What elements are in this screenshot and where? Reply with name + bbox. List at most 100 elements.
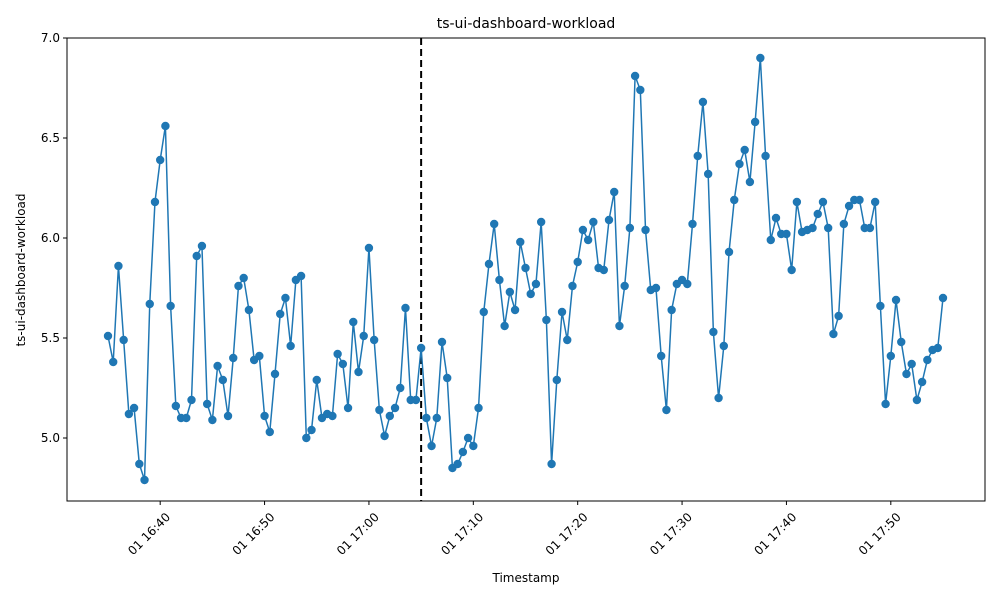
data-point-87 — [557, 307, 567, 317]
data-point-122 — [740, 145, 749, 155]
x-tick-label: 01 16:40 — [125, 510, 173, 558]
x-axis-title: Timestamp — [492, 571, 560, 585]
data-point-81 — [526, 289, 535, 299]
x-tick-label: 01 17:30 — [647, 510, 695, 558]
data-point-62 — [427, 441, 436, 451]
data-point-5 — [129, 403, 139, 413]
data-point-146 — [865, 223, 875, 233]
data-point-102 — [636, 85, 645, 95]
data-point-59 — [411, 395, 421, 405]
x-tick-label: 01 17:20 — [543, 510, 591, 558]
data-point-90 — [573, 257, 582, 267]
data-point-147 — [870, 197, 880, 207]
data-point-111 — [683, 279, 692, 289]
data-point-63 — [432, 413, 441, 423]
data-point-17 — [192, 251, 201, 261]
data-point-76 — [500, 321, 509, 331]
data-point-51 — [369, 335, 379, 345]
data-point-70 — [469, 441, 478, 451]
data-point-150 — [886, 351, 896, 361]
x-axis: 01 16:40 01 16:50 01 17:00 01 17:10 01 17:20… — [125, 501, 904, 558]
data-point-39 — [307, 425, 316, 435]
data-point-40 — [312, 375, 321, 385]
data-point-97 — [610, 187, 619, 197]
data-point-112 — [688, 219, 697, 229]
data-point-125 — [756, 53, 765, 63]
data-point-4 — [124, 409, 134, 419]
data-point-1 — [109, 357, 118, 367]
data-point-154 — [907, 359, 916, 369]
data-point-29 — [255, 351, 264, 361]
data-point-91 — [578, 225, 588, 235]
data-point-45 — [338, 359, 348, 369]
data-point-160 — [938, 293, 948, 303]
data-point-128 — [771, 213, 781, 223]
data-point-69 — [463, 433, 473, 443]
data-point-137 — [818, 197, 828, 207]
data-point-79 — [516, 237, 525, 247]
x-tick-label: 01 17:00 — [334, 510, 382, 558]
data-point-52 — [375, 405, 384, 415]
data-point-131 — [787, 265, 796, 275]
data-point-38 — [302, 433, 311, 443]
data-point-115 — [703, 169, 713, 179]
data-point-148 — [876, 301, 885, 311]
data-point-22 — [218, 375, 228, 385]
data-point-103 — [641, 225, 650, 235]
data-point-48 — [354, 367, 363, 377]
data-point-44 — [333, 349, 342, 359]
y-axis-title: ts-ui-dashboard-workload — [14, 193, 28, 346]
data-point-114 — [698, 97, 708, 107]
data-point-8 — [145, 299, 154, 309]
data-point-72 — [479, 307, 488, 317]
y-tick-label: 6.5 — [41, 131, 60, 145]
data-point-13 — [171, 401, 181, 411]
data-point-3 — [119, 335, 128, 345]
data-point-20 — [208, 415, 217, 425]
data-point-34 — [281, 293, 290, 303]
data-point-31 — [265, 427, 274, 437]
data-point-16 — [187, 395, 196, 405]
data-point-55 — [390, 403, 400, 413]
x-tick-label: 01 17:50 — [856, 510, 904, 558]
data-point-99 — [620, 281, 629, 291]
data-point-89 — [568, 281, 577, 291]
data-point-151 — [891, 295, 901, 305]
data-point-60 — [416, 343, 426, 353]
x-tick-label: 01 16:50 — [230, 510, 278, 558]
data-point-142 — [844, 201, 854, 211]
data-point-78 — [510, 305, 520, 315]
data-point-24 — [229, 353, 238, 363]
plot-area-frame — [66, 37, 986, 502]
data-point-19 — [202, 399, 212, 409]
data-point-37 — [296, 271, 306, 281]
data-point-25 — [234, 281, 243, 291]
data-point-100 — [625, 223, 635, 233]
data-point-53 — [380, 431, 389, 441]
data-point-121 — [735, 159, 744, 169]
data-point-135 — [808, 223, 817, 233]
data-point-56 — [396, 383, 405, 393]
data-point-65 — [443, 373, 452, 383]
x-tick-label: 01 17:10 — [438, 510, 486, 558]
data-point-85 — [547, 459, 556, 469]
data-point-26 — [239, 273, 248, 283]
data-point-23 — [223, 411, 233, 421]
data-point-18 — [197, 241, 207, 251]
data-point-138 — [823, 223, 833, 233]
y-tick-label: 6.0 — [41, 231, 60, 245]
series-points — [103, 53, 948, 485]
data-point-105 — [651, 283, 661, 293]
data-point-88 — [563, 335, 572, 345]
data-point-46 — [343, 403, 353, 413]
data-point-43 — [328, 411, 337, 421]
data-point-95 — [599, 265, 608, 275]
data-point-141 — [839, 219, 849, 229]
x-tick-label: 01 17:40 — [751, 510, 799, 558]
data-point-96 — [604, 215, 614, 225]
data-point-9 — [150, 197, 160, 207]
data-point-92 — [583, 235, 593, 245]
data-point-144 — [855, 195, 864, 205]
data-point-93 — [589, 217, 598, 227]
data-point-156 — [917, 377, 927, 387]
